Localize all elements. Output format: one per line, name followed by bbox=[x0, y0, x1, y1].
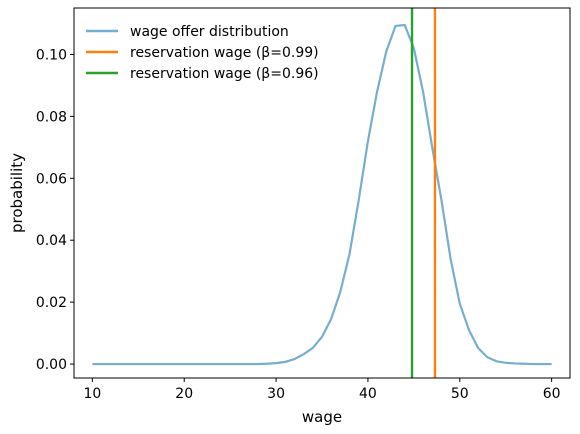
legend-entry-0: wage offer distribution bbox=[130, 24, 289, 40]
axis-ticks: 10 20 30 40 50 60 0.00 0.02 0.04 0.06 0.08 0.10 bbox=[36, 47, 561, 402]
x-tick-label: 10 bbox=[83, 386, 101, 402]
x-axis-label: wage bbox=[302, 408, 342, 426]
x-tick-label: 50 bbox=[451, 386, 469, 402]
series-line-0 bbox=[92, 23, 552, 366]
x-tick-label: 20 bbox=[175, 386, 193, 402]
legend-entry-1: reservation wage (β=0.99) bbox=[130, 45, 319, 61]
legend-entry-2: reservation wage (β=0.96) bbox=[130, 66, 319, 82]
x-tick-label: 60 bbox=[543, 386, 561, 402]
y-tick-label: 0.06 bbox=[36, 171, 67, 187]
y-tick-label: 0.08 bbox=[36, 109, 67, 125]
plot-area bbox=[92, 8, 552, 378]
y-tick-label: 0.10 bbox=[36, 47, 67, 63]
x-tick-label: 30 bbox=[267, 386, 285, 402]
legend: wage offer distribution reservation wage … bbox=[86, 24, 319, 82]
y-tick-label: 0.02 bbox=[36, 295, 67, 311]
plot-frame bbox=[73, 7, 571, 379]
x-tick-label: 40 bbox=[359, 386, 377, 402]
y-tick-label: 0.04 bbox=[36, 233, 67, 249]
y-tick-label: 0.00 bbox=[36, 357, 67, 373]
y-axis-label: probability bbox=[8, 153, 26, 233]
